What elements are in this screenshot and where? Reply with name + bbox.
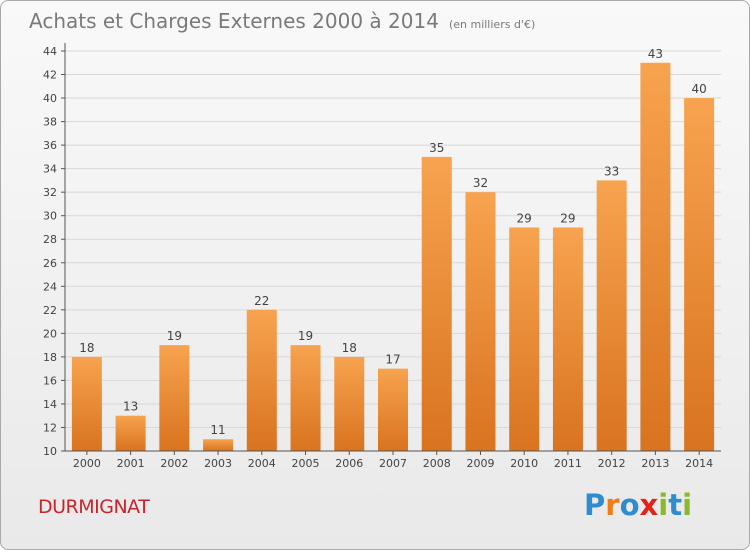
bar — [421, 156, 452, 451]
data-label: 35 — [429, 141, 444, 155]
data-label: 32 — [473, 176, 488, 190]
bar — [334, 356, 365, 451]
y-tick-label: 20 — [43, 327, 57, 340]
location-name: DURMIGNAT — [38, 496, 150, 518]
x-tick-label: 2009 — [466, 457, 494, 470]
bars — [71, 62, 715, 452]
proxiti-logo[interactable]: Proxiti — [584, 488, 692, 522]
axes: 10 12 14 16 18 20 22 24 26 28 30 32 34 36 38 40 42 44 — [43, 43, 721, 458]
chart-title: Achats et Charges Externes 2000 à 2014 (e… — [29, 9, 535, 33]
y-tick-label: 44 — [43, 45, 57, 58]
chart-title-main: Achats et Charges Externes 2000 à 2014 — [29, 9, 439, 33]
bar — [509, 227, 540, 451]
y-tick-label: 42 — [43, 69, 57, 82]
bar — [159, 345, 190, 451]
data-label: 29 — [517, 211, 532, 225]
data-label: 18 — [79, 341, 94, 355]
data-label: 19 — [298, 329, 313, 343]
x-tick-label: 2007 — [379, 457, 407, 470]
bar — [290, 345, 321, 451]
x-tick-label: 2003 — [204, 457, 232, 470]
data-label: 33 — [604, 164, 619, 178]
bar — [596, 180, 627, 452]
labels: 18 2000 13 2001 19 2002 11 2003 22 2004 19 2005 18 20… — [73, 47, 713, 470]
x-tick-label: 2005 — [292, 457, 320, 470]
logo-letter: t — [668, 488, 683, 522]
bar — [684, 98, 715, 451]
y-tick-label: 10 — [43, 445, 57, 458]
x-tick-label: 2008 — [423, 457, 451, 470]
y-tick-label: 16 — [43, 374, 57, 387]
data-label: 17 — [385, 353, 400, 367]
y-tick-label: 14 — [43, 398, 57, 411]
y-tick-label: 28 — [43, 233, 57, 246]
x-tick-label: 2001 — [117, 457, 145, 470]
logo-letter: r — [605, 488, 620, 522]
y-tick-label: 22 — [43, 304, 57, 317]
data-label: 43 — [648, 47, 663, 61]
x-tick-label: 2004 — [248, 457, 276, 470]
logo-letter: P — [584, 488, 606, 522]
x-tick-label: 2011 — [554, 457, 582, 470]
bar — [640, 62, 671, 451]
x-tick-label: 2002 — [160, 457, 188, 470]
y-tick-label: 18 — [43, 351, 57, 364]
data-label: 18 — [342, 341, 357, 355]
y-tick-label: 36 — [43, 139, 57, 152]
y-tick-label: 24 — [43, 280, 57, 293]
bar — [552, 227, 583, 451]
x-tick-label: 2013 — [641, 457, 669, 470]
logo-letter: i — [658, 488, 669, 522]
data-label: 40 — [691, 82, 706, 96]
y-tick-label: 34 — [43, 163, 57, 176]
bar — [115, 415, 146, 451]
y-tick-label: 26 — [43, 257, 57, 270]
data-label: 11 — [210, 423, 225, 437]
bar — [71, 356, 102, 451]
bar — [378, 368, 408, 451]
bar — [203, 439, 234, 451]
y-tick-label: 30 — [43, 210, 57, 223]
data-label: 13 — [123, 400, 138, 414]
chart-title-unit: (en milliers d'€) — [448, 18, 536, 31]
bar — [465, 192, 496, 452]
x-tick-label: 2012 — [598, 457, 626, 470]
logo-letter: i — [682, 488, 693, 522]
y-tick-label: 38 — [43, 116, 57, 129]
logo-letter: x — [639, 488, 659, 522]
bar — [246, 309, 277, 451]
x-tick-label: 2014 — [685, 457, 713, 470]
data-label: 19 — [167, 329, 182, 343]
x-tick-label: 2010 — [510, 457, 538, 470]
y-tick-label: 12 — [43, 421, 57, 434]
logo-letter: o — [619, 488, 640, 522]
data-label: 29 — [560, 211, 575, 225]
x-tick-label: 2006 — [335, 457, 363, 470]
data-label: 22 — [254, 294, 269, 308]
y-tick-label: 32 — [43, 186, 57, 199]
x-tick-label: 2000 — [73, 457, 101, 470]
y-tick-label: 40 — [43, 92, 57, 105]
